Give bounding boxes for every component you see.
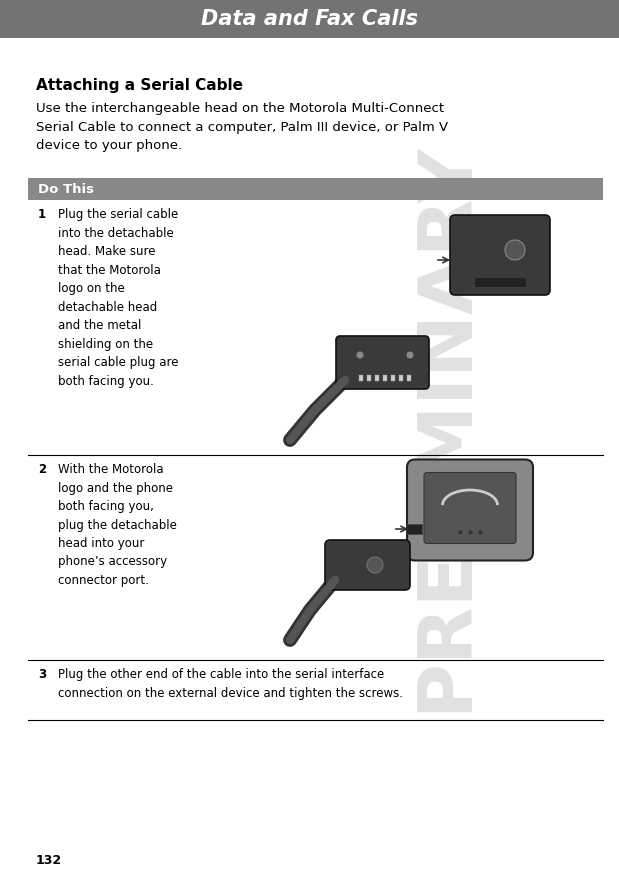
Text: 1: 1 <box>38 208 46 221</box>
FancyBboxPatch shape <box>474 277 526 287</box>
Circle shape <box>356 351 364 359</box>
Circle shape <box>406 351 414 359</box>
Text: 2: 2 <box>38 463 46 476</box>
FancyBboxPatch shape <box>383 375 387 381</box>
Circle shape <box>367 557 383 573</box>
Text: Plug the serial cable
into the detachable
head. Make sure
that the Motorola
logo: Plug the serial cable into the detachabl… <box>58 208 178 387</box>
FancyBboxPatch shape <box>407 459 533 560</box>
FancyBboxPatch shape <box>407 375 411 381</box>
Polygon shape <box>0 0 619 38</box>
Text: Do This: Do This <box>38 183 94 195</box>
Text: With the Motorola
logo and the phone
both facing you,
plug the detachable
head i: With the Motorola logo and the phone bot… <box>58 463 177 587</box>
Polygon shape <box>28 178 603 200</box>
Text: Plug the other end of the cable into the serial interface
connection on the exte: Plug the other end of the cable into the… <box>58 668 403 700</box>
Text: Data and Fax Calls: Data and Fax Calls <box>201 9 418 29</box>
Text: 132: 132 <box>36 853 62 867</box>
FancyBboxPatch shape <box>391 375 395 381</box>
FancyBboxPatch shape <box>399 375 403 381</box>
FancyBboxPatch shape <box>359 375 363 381</box>
Text: 3: 3 <box>38 668 46 681</box>
FancyBboxPatch shape <box>375 375 379 381</box>
FancyBboxPatch shape <box>325 540 410 590</box>
Text: PRELIMINARY: PRELIMINARY <box>409 141 482 711</box>
FancyBboxPatch shape <box>367 375 371 381</box>
Text: Use the interchangeable head on the Motorola Multi-Connect
Serial Cable to conne: Use the interchangeable head on the Moto… <box>36 102 448 152</box>
FancyBboxPatch shape <box>450 215 550 295</box>
FancyBboxPatch shape <box>336 336 429 389</box>
FancyBboxPatch shape <box>406 524 422 534</box>
Text: Attaching a Serial Cable: Attaching a Serial Cable <box>36 78 243 93</box>
Circle shape <box>505 240 525 260</box>
FancyBboxPatch shape <box>424 472 516 543</box>
